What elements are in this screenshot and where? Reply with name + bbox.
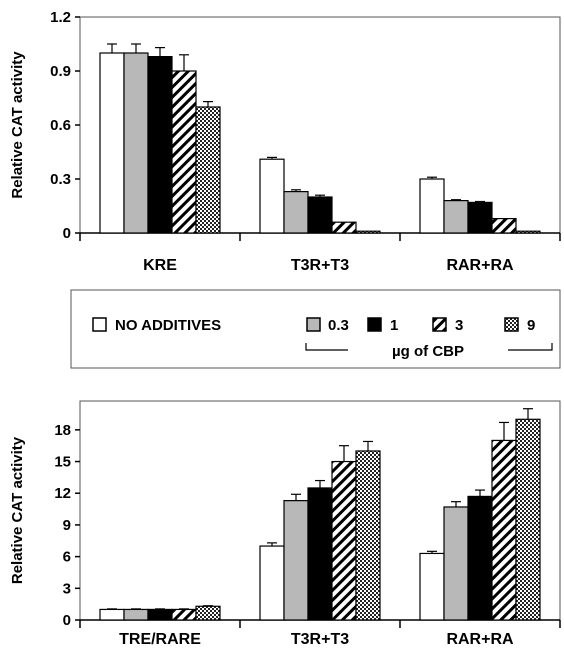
bar-t3r-t3-1 — [307, 196, 333, 234]
bar-t3r-t3-no-additives — [259, 158, 285, 234]
bar-kre-no-additives — [99, 52, 125, 234]
y-tick-label: 9 — [63, 517, 71, 534]
category-label-t3r-t3: T3R+T3 — [291, 257, 349, 274]
bar-t3r-t3-9 — [355, 450, 381, 621]
category-label-kre: KRE — [143, 257, 177, 274]
legend-swatch-1 — [367, 317, 382, 332]
bottom-bar-chart: 0 3 6 9 12 15 18 Relative CAT activity TRE/RARE T… — [9, 400, 561, 648]
top-bar-chart: 0 0.3 0.6 0.9 1.2 Relative CAT activity KRE T3R… — [9, 9, 561, 274]
y-tick-label: 3 — [63, 580, 71, 597]
category-label-t3r-t3: T3R+T3 — [291, 631, 349, 648]
bar-t3r-t3-no-additives — [259, 545, 285, 621]
bar-rar-ra-1 — [467, 201, 493, 234]
category-label-rar-ra: RAR+RA — [446, 257, 514, 274]
y-tick-label: 0 — [63, 225, 71, 242]
legend-swatch-9 — [504, 317, 519, 332]
legend: NO ADDITIVES 0.3 1 3 9 µg of CBP — [70, 289, 561, 369]
bar-tre-rare-3 — [171, 608, 197, 621]
bar-rar-ra-0-3 — [443, 506, 469, 621]
legend-bracket-right — [508, 343, 553, 351]
bar-rar-ra-3 — [491, 439, 517, 621]
legend-swatch-3 — [432, 317, 447, 332]
bar-t3r-t3-1 — [307, 487, 333, 621]
y-tick-label: 0.3 — [50, 171, 71, 188]
category-label-rar-ra: RAR+RA — [446, 631, 514, 648]
legend-label-1: 1 — [390, 317, 398, 334]
bar-tre-rare-9 — [195, 605, 221, 621]
bar-rar-ra-9 — [515, 230, 541, 234]
bar-tre-rare-1 — [147, 608, 173, 621]
y-tick-label: 18 — [54, 422, 71, 439]
bar-tre-rare-0-3 — [123, 608, 149, 621]
bar-kre-1 — [147, 55, 173, 234]
y-tick-label: 0.6 — [50, 117, 71, 134]
y-tick-label: 15 — [54, 454, 71, 471]
bar-rar-ra-0-3 — [443, 200, 469, 234]
legend-label-9: 9 — [527, 317, 535, 334]
legend-label-3: 3 — [455, 317, 463, 334]
bar-t3r-t3-3 — [331, 460, 357, 621]
y-axis-title: Relative CAT activity — [9, 51, 26, 199]
bar-rar-ra-9 — [515, 418, 541, 621]
legend-swatch-no-additives — [92, 317, 107, 332]
bar-rar-ra-no-additives — [419, 552, 445, 621]
legend-caption: µg of CBP — [392, 343, 464, 360]
legend-label-0-3: 0.3 — [328, 317, 349, 334]
bar-t3r-t3-3 — [331, 221, 357, 234]
legend-bracket-left — [305, 343, 348, 351]
y-tick-label: 0.9 — [50, 63, 71, 80]
y-tick-label: 6 — [63, 549, 71, 566]
bar-rar-ra-3 — [491, 218, 517, 234]
category-label-tre-rare: TRE/RARE — [119, 631, 201, 648]
bar-kre-9 — [195, 106, 221, 234]
bar-rar-ra-no-additives — [419, 178, 445, 234]
bar-kre-3 — [171, 70, 197, 234]
y-tick-label: 12 — [54, 485, 71, 502]
y-tick-label: 1.2 — [50, 9, 71, 26]
legend-swatch-0-3 — [306, 317, 321, 332]
legend-label-no-additives: NO ADDITIVES — [115, 317, 221, 334]
bar-t3r-t3-0-3 — [283, 500, 309, 621]
y-axis-title: Relative CAT activity — [9, 436, 26, 584]
y-tick-label: 0 — [63, 612, 71, 629]
legend-frame — [70, 289, 561, 369]
bar-kre-0-3 — [123, 52, 149, 234]
bar-tre-rare-no-additives — [99, 608, 125, 621]
bar-t3r-t3-9 — [355, 230, 381, 234]
bar-rar-ra-1 — [467, 495, 493, 621]
bar-t3r-t3-0-3 — [283, 191, 309, 234]
